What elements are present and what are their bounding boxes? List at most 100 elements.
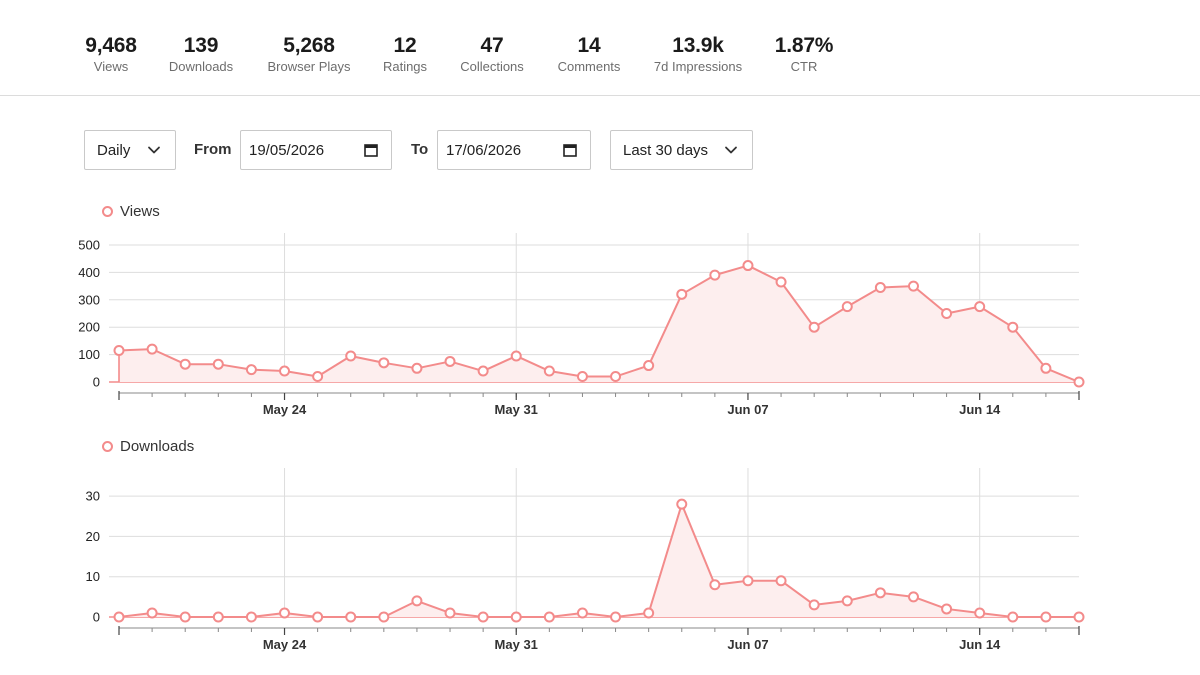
- x-tick-label: Jun 07: [727, 637, 768, 652]
- data-point[interactable]: [841, 595, 853, 607]
- data-point[interactable]: [212, 358, 224, 370]
- legend-label: Downloads: [120, 438, 195, 455]
- data-point[interactable]: [907, 280, 919, 292]
- data-point[interactable]: [907, 591, 919, 603]
- data-point[interactable]: [874, 281, 886, 293]
- data-point[interactable]: [643, 607, 655, 619]
- range-select-value: Last 30 days: [623, 141, 709, 159]
- data-point[interactable]: [576, 607, 588, 619]
- chevron-down-icon: [148, 146, 160, 154]
- data-point[interactable]: [312, 371, 324, 383]
- data-point[interactable]: [1040, 362, 1052, 374]
- data-point[interactable]: [576, 371, 588, 383]
- data-point[interactable]: [477, 611, 489, 623]
- data-point[interactable]: [543, 611, 555, 623]
- data-point[interactable]: [212, 611, 224, 623]
- data-point[interactable]: [245, 364, 257, 376]
- data-point[interactable]: [411, 362, 423, 374]
- y-tick-label: 500: [78, 238, 100, 253]
- views-chart: 0 100 200 300 400 500 May 24 May 31 Jun 07 Jun 14: [78, 233, 1085, 417]
- data-point[interactable]: [974, 607, 986, 619]
- y-tick-label: 300: [78, 292, 100, 307]
- data-point[interactable]: [841, 301, 853, 313]
- data-point[interactable]: [742, 260, 754, 272]
- data-point[interactable]: [146, 343, 158, 355]
- data-point[interactable]: [709, 269, 721, 281]
- data-point[interactable]: [279, 607, 291, 619]
- data-point[interactable]: [113, 344, 125, 356]
- stat-ctr: 1.87% CTR: [775, 34, 834, 75]
- data-point[interactable]: [1007, 321, 1019, 333]
- stat-value: 13.9k: [672, 34, 724, 57]
- series-area: [119, 504, 1079, 617]
- data-point[interactable]: [477, 365, 489, 377]
- data-point[interactable]: [1073, 611, 1085, 623]
- series-line: [118, 503, 1079, 618]
- data-point[interactable]: [974, 301, 986, 313]
- y-tick-label: 200: [78, 320, 100, 335]
- interval-select[interactable]: Daily: [84, 130, 176, 170]
- stat-value: 47: [480, 34, 504, 57]
- data-point[interactable]: [444, 607, 456, 619]
- series-area: [119, 265, 1079, 382]
- to-date-value: 17/06/2026: [446, 141, 522, 159]
- range-select[interactable]: Last 30 days: [610, 130, 753, 170]
- data-point[interactable]: [378, 357, 390, 369]
- data-point[interactable]: [775, 276, 787, 288]
- data-point[interactable]: [113, 611, 125, 623]
- legend-marker-icon: [102, 206, 113, 217]
- data-point[interactable]: [775, 575, 787, 587]
- data-point[interactable]: [378, 611, 390, 623]
- data-point[interactable]: [1007, 611, 1019, 623]
- data-point[interactable]: [676, 498, 688, 510]
- chevron-down-icon: [725, 146, 737, 154]
- data-point[interactable]: [1040, 611, 1052, 623]
- data-point[interactable]: [874, 587, 886, 599]
- to-date-input[interactable]: 17/06/2026: [437, 130, 591, 170]
- to-label: To: [411, 141, 429, 158]
- data-point[interactable]: [941, 308, 953, 319]
- data-point[interactable]: [808, 321, 820, 333]
- data-point[interactable]: [510, 611, 522, 623]
- from-date-input[interactable]: 19/05/2026: [240, 130, 392, 170]
- y-tick-label: 0: [93, 610, 100, 625]
- data-point[interactable]: [179, 358, 191, 370]
- data-point[interactable]: [146, 607, 158, 619]
- data-point[interactable]: [179, 611, 191, 623]
- x-tick-label: Jun 14: [959, 402, 1001, 417]
- data-point[interactable]: [279, 365, 291, 377]
- legend-marker-icon: [102, 441, 113, 452]
- stats-bar: 9,468 Views 139 Downloads 5,268 Browser …: [0, 0, 1200, 96]
- data-point[interactable]: [643, 360, 655, 372]
- data-point[interactable]: [808, 599, 820, 611]
- data-point[interactable]: [411, 595, 423, 607]
- data-point[interactable]: [510, 350, 522, 362]
- y-tick-label: 20: [86, 529, 100, 544]
- stat-downloads: 139 Downloads: [169, 34, 233, 75]
- views-legend[interactable]: Views: [102, 203, 160, 220]
- data-point[interactable]: [709, 579, 721, 591]
- stat-7d-impressions: 13.9k 7d Impressions: [654, 34, 742, 75]
- data-point[interactable]: [543, 365, 555, 377]
- series-line: [118, 264, 1080, 383]
- data-point[interactable]: [444, 355, 456, 367]
- data-point[interactable]: [610, 371, 622, 383]
- data-point[interactable]: [742, 575, 754, 587]
- data-point[interactable]: [610, 611, 622, 623]
- data-point[interactable]: [345, 350, 357, 362]
- stat-value: 5,268: [283, 34, 335, 57]
- x-tick-label: May 24: [263, 637, 307, 652]
- data-point[interactable]: [1073, 376, 1085, 388]
- data-point[interactable]: [941, 603, 953, 615]
- calendar-icon[interactable]: [562, 142, 578, 158]
- data-point[interactable]: [312, 611, 324, 623]
- data-point[interactable]: [245, 611, 257, 623]
- data-point[interactable]: [676, 288, 688, 300]
- downloads-legend[interactable]: Downloads: [102, 438, 194, 455]
- y-tick-label: 400: [78, 265, 100, 280]
- calendar-icon[interactable]: [363, 142, 379, 158]
- legend-label: Views: [120, 203, 160, 220]
- stat-label: Ratings: [382, 59, 428, 74]
- stat-label: Downloads: [168, 59, 234, 74]
- data-point[interactable]: [345, 611, 357, 623]
